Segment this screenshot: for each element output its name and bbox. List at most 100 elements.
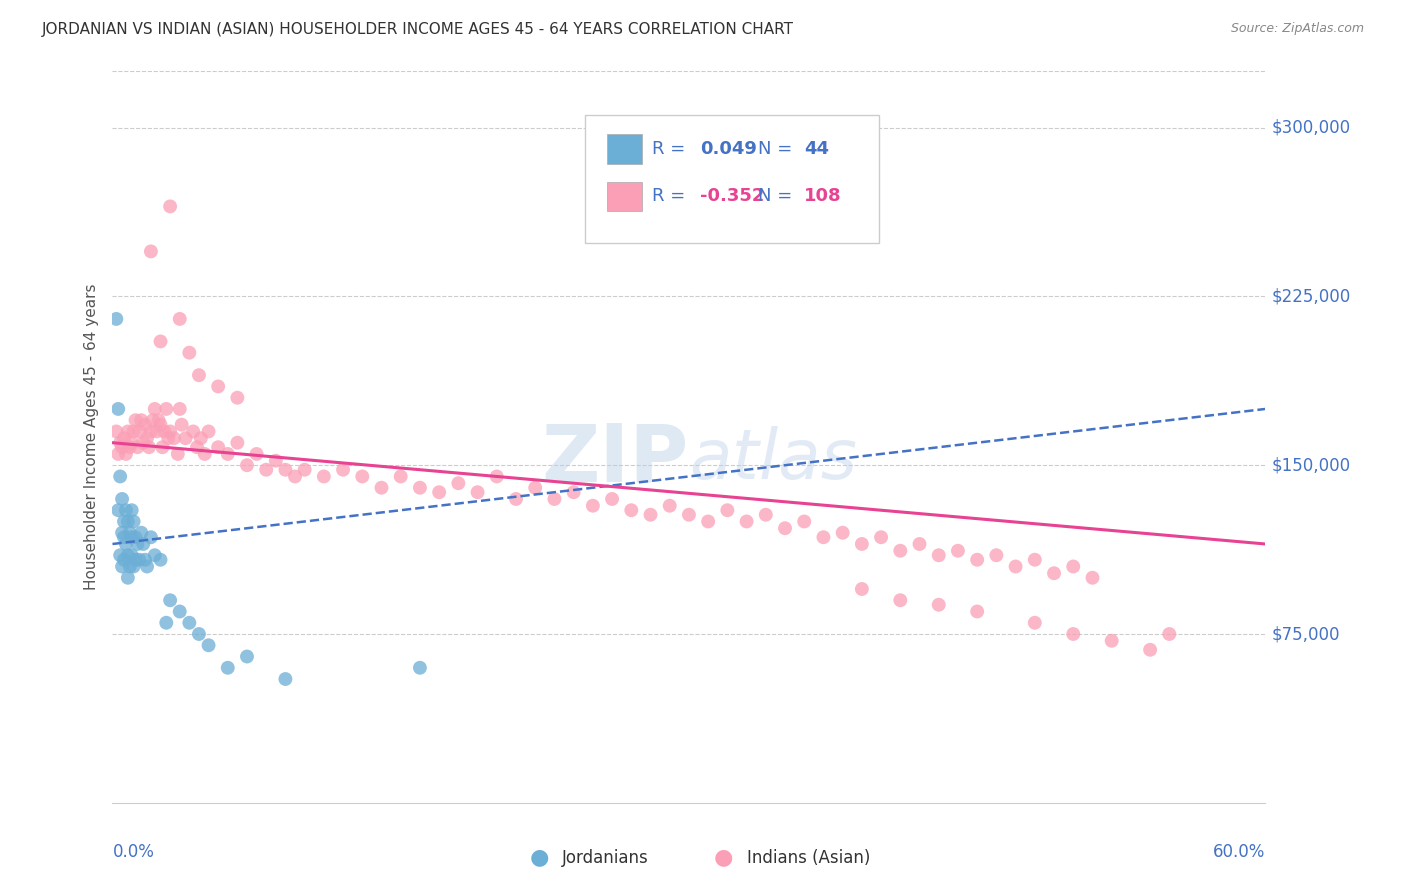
Text: 108: 108: [804, 187, 842, 205]
FancyBboxPatch shape: [607, 135, 641, 163]
Text: N =: N =: [758, 187, 799, 205]
Point: [105, 312, 128, 326]
Point: [582, 499, 605, 513]
Point: [505, 491, 527, 506]
Point: [236, 649, 259, 664]
Text: ●: ●: [530, 847, 548, 868]
Point: [773, 521, 796, 535]
Point: [1043, 566, 1066, 581]
Point: [128, 425, 150, 439]
Point: [274, 672, 297, 686]
Text: 0.0%: 0.0%: [112, 843, 155, 861]
Point: [117, 425, 139, 439]
Point: [159, 593, 181, 607]
Y-axis label: Householder Income Ages 45 - 64 years: Householder Income Ages 45 - 64 years: [83, 284, 98, 591]
Point: [658, 499, 681, 513]
Text: $225,000: $225,000: [1271, 287, 1350, 305]
Point: [112, 515, 135, 529]
Point: [1024, 615, 1046, 630]
Point: [117, 571, 139, 585]
Point: [152, 440, 174, 454]
Point: [946, 543, 969, 558]
Point: [312, 469, 335, 483]
Point: [157, 431, 180, 445]
Point: [107, 401, 129, 416]
Point: [284, 469, 307, 483]
Point: [716, 503, 738, 517]
Point: [928, 548, 950, 562]
Point: [159, 425, 181, 439]
Point: [1062, 627, 1084, 641]
Point: [112, 530, 135, 544]
Point: [118, 525, 141, 540]
Point: [112, 553, 135, 567]
Point: [155, 615, 177, 630]
Point: [115, 537, 138, 551]
Point: [122, 425, 145, 439]
Point: [132, 537, 155, 551]
Point: [735, 515, 758, 529]
Text: R =: R =: [652, 140, 690, 158]
Point: [145, 425, 167, 439]
Point: [124, 413, 146, 427]
Point: [181, 425, 204, 439]
Point: [117, 548, 139, 562]
Text: ●: ●: [714, 847, 733, 868]
Point: [1139, 642, 1161, 657]
Point: [121, 530, 143, 544]
Point: [169, 401, 191, 416]
Point: [118, 440, 141, 454]
Point: [105, 425, 128, 439]
Text: ZIP: ZIP: [541, 420, 689, 498]
Point: [755, 508, 778, 522]
Point: [831, 525, 853, 540]
Point: [108, 469, 131, 483]
Point: [217, 447, 239, 461]
Point: [370, 481, 392, 495]
Point: [138, 440, 160, 454]
Point: [197, 638, 219, 652]
Point: [107, 447, 129, 461]
Point: [179, 615, 201, 630]
Point: [217, 661, 239, 675]
Text: 60.0%: 60.0%: [1213, 843, 1265, 861]
Point: [139, 244, 162, 259]
Text: $150,000: $150,000: [1271, 456, 1350, 475]
Point: [115, 503, 138, 517]
Point: [122, 559, 145, 574]
Point: [190, 431, 212, 445]
Point: [485, 469, 508, 483]
Point: [155, 401, 177, 416]
Point: [409, 481, 432, 495]
Point: [274, 463, 297, 477]
Point: [678, 508, 700, 522]
Point: [111, 559, 134, 574]
Point: [111, 491, 134, 506]
Point: [1159, 627, 1181, 641]
Point: [139, 425, 162, 439]
Point: [793, 515, 815, 529]
Point: [389, 469, 412, 483]
Point: [107, 503, 129, 517]
FancyBboxPatch shape: [607, 182, 641, 211]
Point: [467, 485, 489, 500]
Point: [121, 503, 143, 517]
Point: [143, 401, 166, 416]
Point: [129, 413, 153, 427]
Point: [169, 312, 191, 326]
Point: [186, 440, 208, 454]
Text: 44: 44: [804, 140, 830, 158]
Point: [163, 431, 186, 445]
Point: [121, 548, 143, 562]
Point: [870, 530, 893, 544]
Point: [226, 435, 249, 450]
Text: Indians (Asian): Indians (Asian): [747, 848, 870, 867]
Point: [264, 453, 287, 467]
Point: [149, 553, 172, 567]
Point: [524, 481, 547, 495]
Point: [207, 379, 229, 393]
Point: [132, 435, 155, 450]
Point: [149, 417, 172, 432]
Point: [174, 431, 197, 445]
Point: [122, 515, 145, 529]
